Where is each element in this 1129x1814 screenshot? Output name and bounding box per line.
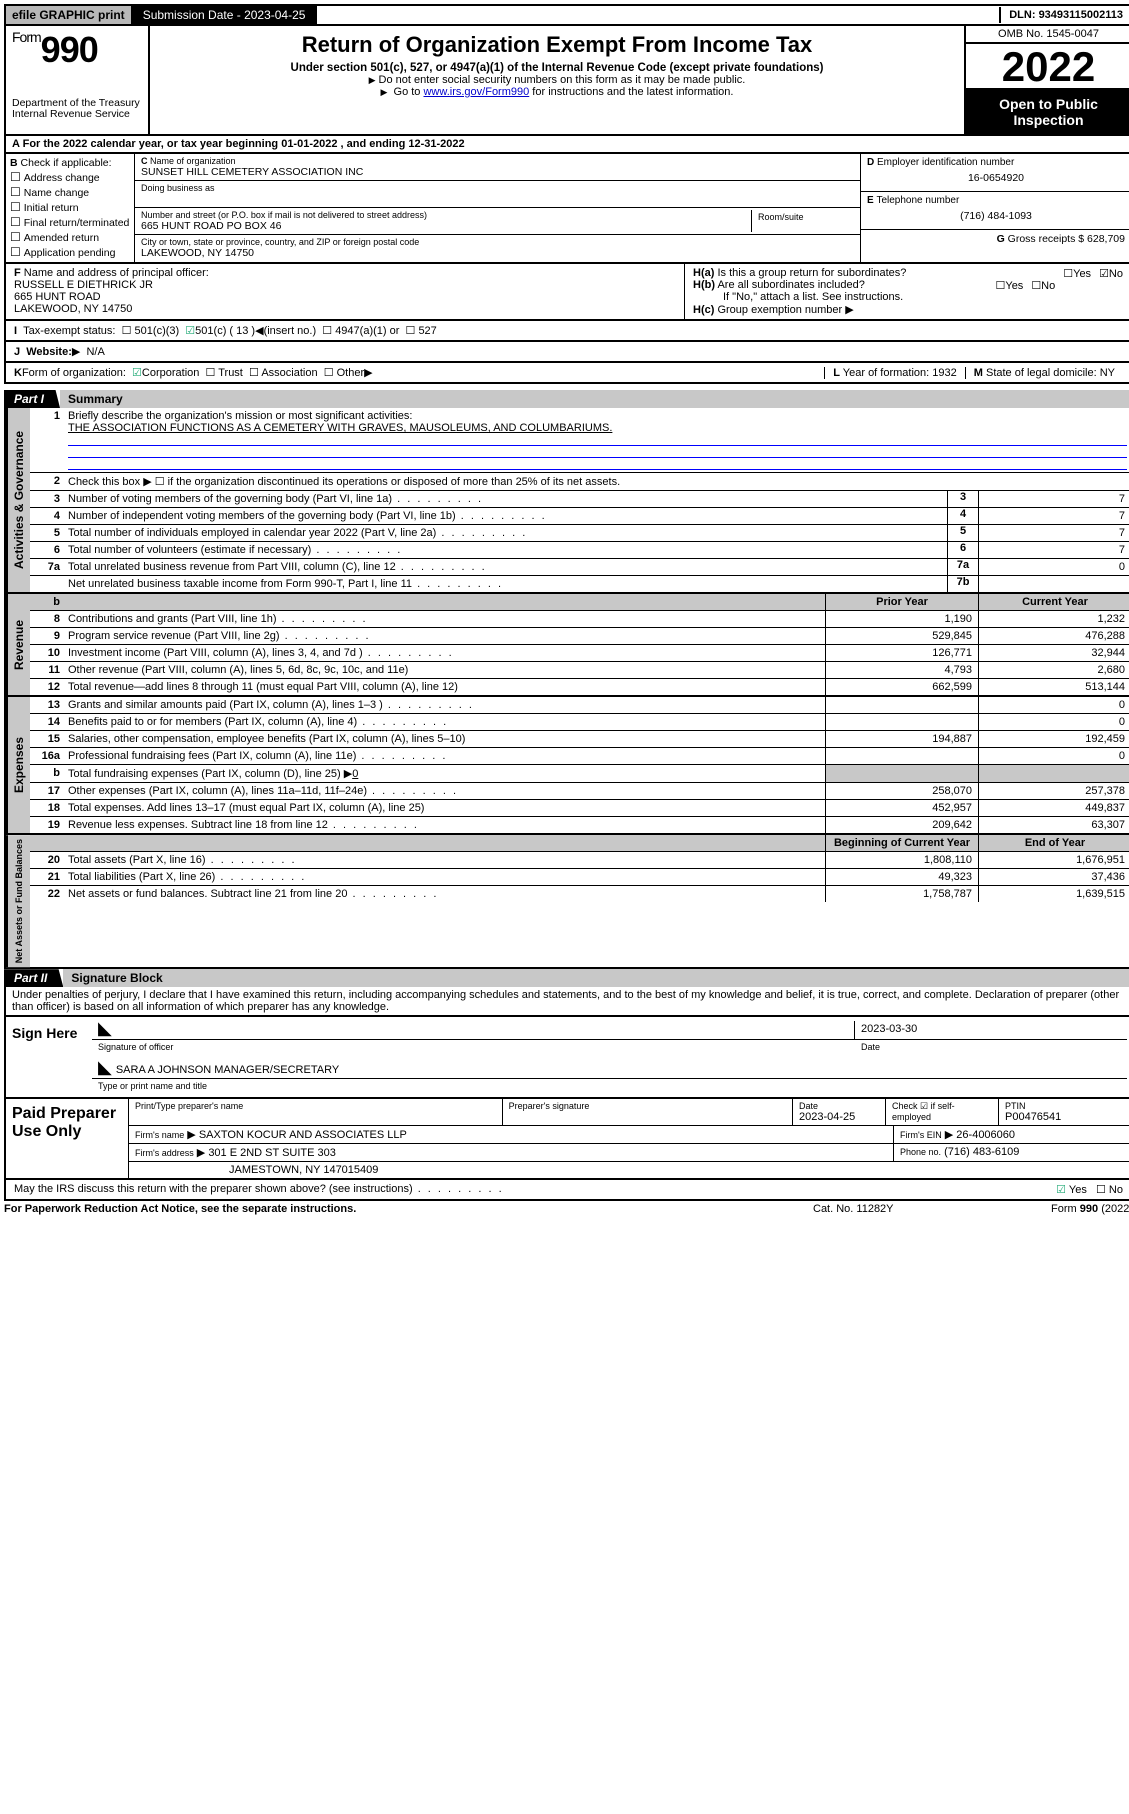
- form-header: Form990 Department of the Treasury Inter…: [4, 26, 1129, 136]
- tax-year: 2022: [966, 44, 1129, 90]
- mission-text: THE ASSOCIATION FUNCTIONS AS A CEMETERY …: [68, 422, 612, 434]
- section-net-assets: Net Assets or Fund Balances Beginning of…: [4, 835, 1129, 969]
- tax-exempt-status: I Tax-exempt status: ☐ 501(c)(3) ☑ 501(c…: [4, 321, 1129, 342]
- form-number: Form990: [12, 30, 142, 70]
- org-street: 665 HUNT ROAD PO BOX 46: [141, 220, 751, 232]
- chk-corp[interactable]: ☑: [132, 366, 142, 379]
- website-value: N/A: [86, 346, 104, 358]
- irs-link[interactable]: www.irs.gov/Form990: [423, 86, 529, 98]
- year-formation: 1932: [932, 367, 956, 379]
- h-a-yesno[interactable]: ☐Yes☑No: [1055, 267, 1123, 280]
- ssn-warning: Do not enter social security numbers on …: [156, 74, 958, 86]
- chk-amended-return[interactable]: Amended return: [10, 230, 130, 244]
- chk-name-change[interactable]: Name change: [10, 185, 130, 199]
- dba-label: Doing business as: [141, 183, 854, 193]
- form-of-org: K Form of organization: ☑ Corporation ☐ …: [4, 363, 1129, 384]
- h-b-yesno[interactable]: ☐Yes☐No: [988, 279, 1056, 292]
- top-bar: efile GRAPHIC print Submission Date - 20…: [4, 4, 1129, 26]
- org-info-block: B Check if applicable: Address change Na…: [4, 154, 1129, 264]
- val-3: 7: [978, 491, 1129, 507]
- chk-501c3[interactable]: ☐ 501(c)(3): [122, 324, 180, 337]
- ein: 16-0654920: [867, 168, 1125, 188]
- form-subtitle: Under section 501(c), 527, or 4947(a)(1)…: [156, 62, 958, 74]
- val-4: 7: [978, 508, 1129, 524]
- website-line: J Website: ▶ N/A: [4, 342, 1129, 363]
- dept-treasury: Department of the Treasury Internal Reve…: [12, 98, 142, 121]
- org-city: LAKEWOOD, NY 14750: [141, 247, 854, 259]
- officer-group-block: F Name and address of principal officer:…: [4, 264, 1129, 321]
- section-expenses: Expenses 13Grants and similar amounts pa…: [4, 697, 1129, 835]
- state-domicile: NY: [1100, 367, 1115, 379]
- vlabel-ag: Activities & Governance: [6, 408, 30, 592]
- val-5: 7: [978, 525, 1129, 541]
- part-1-header: Part I Summary: [4, 390, 1129, 408]
- val-7a: 0: [978, 559, 1129, 575]
- chk-other[interactable]: ☐ Other: [324, 366, 364, 379]
- org-name: SUNSET HILL CEMETERY ASSOCIATION INC: [141, 166, 854, 178]
- instructions-link-line: Go to www.irs.gov/Form990 for instructio…: [156, 86, 958, 98]
- phone: (716) 484-1093: [867, 206, 1125, 226]
- officer-name: RUSSELL E DIETHRICK JR: [14, 279, 153, 291]
- sign-here-block: Sign Here 2023-03-30 Signature of office…: [4, 1017, 1129, 1099]
- sign-date: 2023-03-30: [854, 1021, 1127, 1039]
- page-footer: For Paperwork Reduction Act Notice, see …: [4, 1203, 1129, 1215]
- open-to-public: Open to Public Inspection: [966, 90, 1129, 134]
- part-2-header: Part II Signature Block: [4, 969, 1129, 987]
- form-title: Return of Organization Exempt From Incom…: [156, 32, 958, 58]
- section-activities-governance: Activities & Governance 1 Briefly descri…: [4, 408, 1129, 594]
- chk-address-change[interactable]: Address change: [10, 170, 130, 184]
- tax-year-line: A For the 2022 calendar year, or tax yea…: [4, 136, 1129, 154]
- paid-preparer-block: Paid Preparer Use Only Print/Type prepar…: [4, 1099, 1129, 1180]
- perjury-statement: Under penalties of perjury, I declare th…: [4, 987, 1129, 1017]
- submission-date-label: Submission Date - 2023-04-25: [133, 6, 318, 24]
- chk-4947[interactable]: ☐ 4947(a)(1) or: [322, 324, 399, 337]
- vlabel-na: Net Assets or Fund Balances: [6, 835, 30, 967]
- vlabel-rev: Revenue: [6, 594, 30, 695]
- val-6: 7: [978, 542, 1129, 558]
- chk-trust[interactable]: ☐ Trust: [206, 366, 243, 379]
- col-b-checkboxes: B Check if applicable: Address change Na…: [6, 154, 135, 262]
- chk-application-pending[interactable]: Application pending: [10, 245, 130, 259]
- chk-final-return[interactable]: Final return/terminated: [10, 215, 130, 229]
- officer-name-title: SARA A JOHNSON MANAGER/SECRETARY: [92, 1060, 345, 1078]
- may-discuss: May the IRS discuss this return with the…: [4, 1180, 1129, 1201]
- vlabel-exp: Expenses: [6, 697, 30, 833]
- chk-self-employed[interactable]: Check ☑ if self-employed: [886, 1099, 999, 1125]
- gross-receipts: 628,709: [1087, 233, 1125, 245]
- section-revenue: Revenue bPrior YearCurrent Year 8Contrib…: [4, 594, 1129, 697]
- chk-initial-return[interactable]: Initial return: [10, 200, 130, 214]
- val-7b: [978, 576, 1129, 592]
- chk-assoc[interactable]: ☐ Association: [249, 366, 318, 379]
- room-suite-label: Room/suite: [752, 210, 854, 232]
- chk-501c[interactable]: ☑: [185, 324, 195, 337]
- dln: DLN: 93493115002113: [999, 7, 1129, 23]
- omb-number: OMB No. 1545-0047: [966, 26, 1129, 44]
- chk-527[interactable]: ☐ 527: [406, 324, 437, 337]
- firm-name: SAXTON KOCUR AND ASSOCIATES LLP: [199, 1129, 407, 1141]
- may-discuss-yesno[interactable]: ☑ Yes ☐ No: [1056, 1183, 1123, 1196]
- efile-print-button[interactable]: efile GRAPHIC print: [6, 6, 133, 24]
